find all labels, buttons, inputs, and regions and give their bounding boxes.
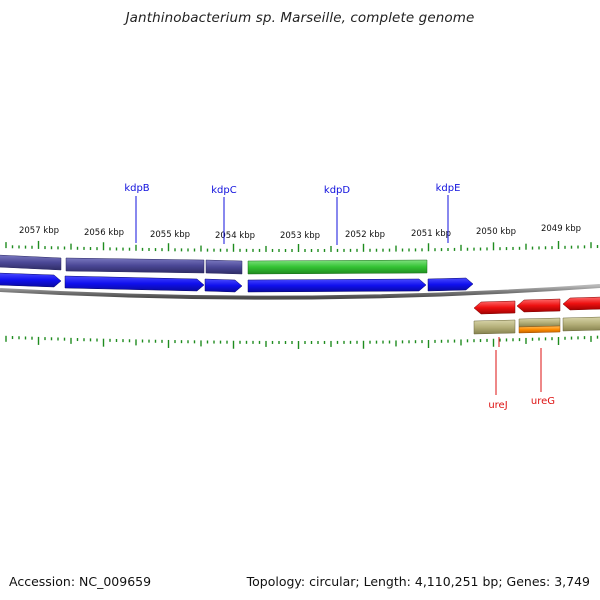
ruler-label: 2050 kbp bbox=[476, 227, 516, 237]
map-title: Janthinobacterium sp. Marseille, complet… bbox=[125, 10, 475, 26]
gene-label-ureG[interactable]: ureG bbox=[531, 396, 555, 407]
ruler-ticks-outer bbox=[5, 240, 599, 252]
gene-label-ureJ[interactable]: ureJ bbox=[488, 400, 507, 411]
cds-arrow-ureJ[interactable] bbox=[516, 298, 561, 313]
operon-feature-kdpB[interactable] bbox=[65, 257, 205, 274]
genome-backbone bbox=[0, 284, 600, 300]
ruler-label: 2056 kbp bbox=[84, 228, 124, 238]
gene-label-kdpC[interactable]: kdpC bbox=[211, 185, 236, 196]
gene-label-kdpE[interactable]: kdpE bbox=[436, 183, 461, 194]
khaki-feature[interactable] bbox=[562, 316, 600, 332]
gene-label-kdpB[interactable]: kdpB bbox=[124, 183, 149, 194]
gene-label-kdpD[interactable]: kdpD bbox=[324, 185, 350, 196]
cds-arrow[interactable] bbox=[0, 272, 62, 288]
cds-arrow-kdpC[interactable] bbox=[204, 278, 243, 293]
cds-arrow-kdpE[interactable] bbox=[427, 277, 474, 292]
ruler-label: 2055 kbp bbox=[150, 230, 190, 240]
operon-feature-kdpC[interactable] bbox=[205, 259, 243, 275]
ruler-ticks-inner bbox=[5, 335, 599, 349]
khaki-feature[interactable] bbox=[518, 317, 561, 328]
ruler-label: 2052 kbp bbox=[345, 230, 385, 240]
accession-text: Accession: NC_009659 bbox=[9, 574, 152, 589]
orange-feature[interactable] bbox=[518, 325, 561, 334]
ruler-label: 2051 kbp bbox=[411, 229, 451, 239]
kdpD-feature[interactable] bbox=[247, 259, 428, 275]
cds-arrow-reverse[interactable] bbox=[473, 300, 516, 315]
cds-arrow-ureG[interactable] bbox=[562, 296, 600, 311]
ruler-label: 2054 kbp bbox=[215, 231, 255, 241]
khaki-feature[interactable] bbox=[473, 319, 516, 335]
ruler-label: 2057 kbp bbox=[19, 226, 59, 236]
ruler-label: 2053 kbp bbox=[280, 231, 320, 241]
cds-arrow-kdpD[interactable] bbox=[247, 278, 427, 293]
ruler-label: 2049 kbp bbox=[541, 224, 581, 234]
operon-feature-left[interactable] bbox=[0, 254, 62, 271]
cds-arrow-kdpB[interactable] bbox=[64, 275, 205, 292]
genome-summary-text: Topology: circular; Length: 4,110,251 bp… bbox=[246, 574, 590, 589]
